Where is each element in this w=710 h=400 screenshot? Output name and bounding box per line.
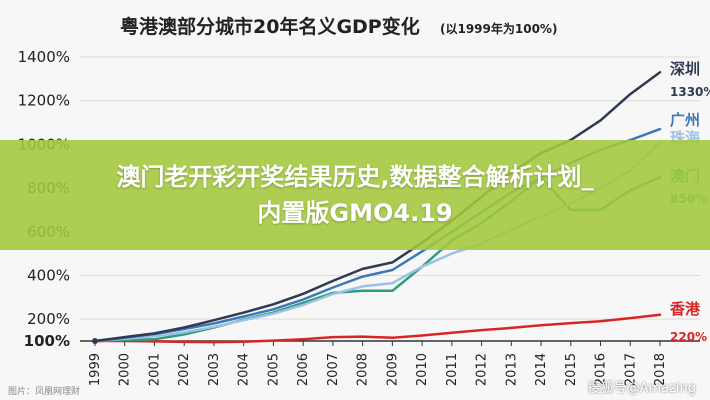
source-note: 图片：凤凰网理财 bbox=[8, 387, 81, 397]
x-tick-label: 2009 bbox=[385, 353, 400, 386]
x-tick-label: 2018 bbox=[653, 353, 668, 386]
y-tick-label: 1200% bbox=[18, 92, 70, 110]
banner-line-2: 内置版GMO4.19 bbox=[257, 199, 453, 227]
y-tick-label: 400% bbox=[27, 266, 70, 284]
series-line-5 bbox=[93, 313, 662, 344]
series-name-label: 香港 bbox=[670, 300, 701, 318]
x-tick-label: 2012 bbox=[475, 353, 490, 386]
x-tick-label: 2017 bbox=[623, 353, 638, 386]
series-name-label: 广州 bbox=[670, 111, 700, 129]
chart-title: 粤港澳部分城市20年名义GDP变化 bbox=[120, 15, 420, 38]
banner-line-1: 澳门老开彩开奖结果历史,数据整合解析计划_ bbox=[116, 163, 594, 191]
y-tick-label: 100% bbox=[24, 332, 70, 350]
x-tick-label: 2008 bbox=[356, 353, 371, 386]
x-tick-label: 2013 bbox=[504, 353, 519, 386]
series-end-value: 220% bbox=[670, 330, 707, 344]
x-tick-label: 2010 bbox=[415, 353, 430, 386]
x-tick-label: 2001 bbox=[147, 353, 162, 386]
x-tick-label: 2015 bbox=[564, 353, 579, 386]
promo-banner: 澳门老开彩开奖结果历史,数据整合解析计划_ 内置版GMO4.19 bbox=[0, 140, 710, 250]
x-axis-ticks: 1999 2000 2001 2002 2003 2004 2005 2006 2007 2008… bbox=[88, 341, 668, 386]
series-end-value: 1330% bbox=[670, 85, 710, 99]
x-tick-label: 2016 bbox=[594, 353, 609, 386]
x-tick-label: 2006 bbox=[296, 353, 311, 386]
x-tick-label: 1999 bbox=[88, 353, 103, 386]
y-tick-label: 200% bbox=[27, 310, 70, 328]
x-tick-label: 2000 bbox=[118, 353, 133, 386]
x-tick-label: 2005 bbox=[266, 353, 281, 386]
x-tick-label: 2014 bbox=[534, 353, 549, 386]
x-tick-label: 2007 bbox=[326, 353, 341, 386]
x-tick-label: 2003 bbox=[207, 353, 222, 386]
start-point bbox=[92, 338, 98, 344]
x-tick-label: 2004 bbox=[237, 353, 252, 386]
chart-subtitle: (以1999年为100%) bbox=[440, 21, 557, 36]
watermark: 搜狐号@Amazing bbox=[587, 381, 696, 396]
series-name-label: 深圳 bbox=[670, 60, 700, 78]
x-tick-label: 2011 bbox=[445, 353, 460, 386]
x-tick-label: 2002 bbox=[177, 353, 192, 386]
y-tick-label: 1400% bbox=[18, 48, 70, 66]
